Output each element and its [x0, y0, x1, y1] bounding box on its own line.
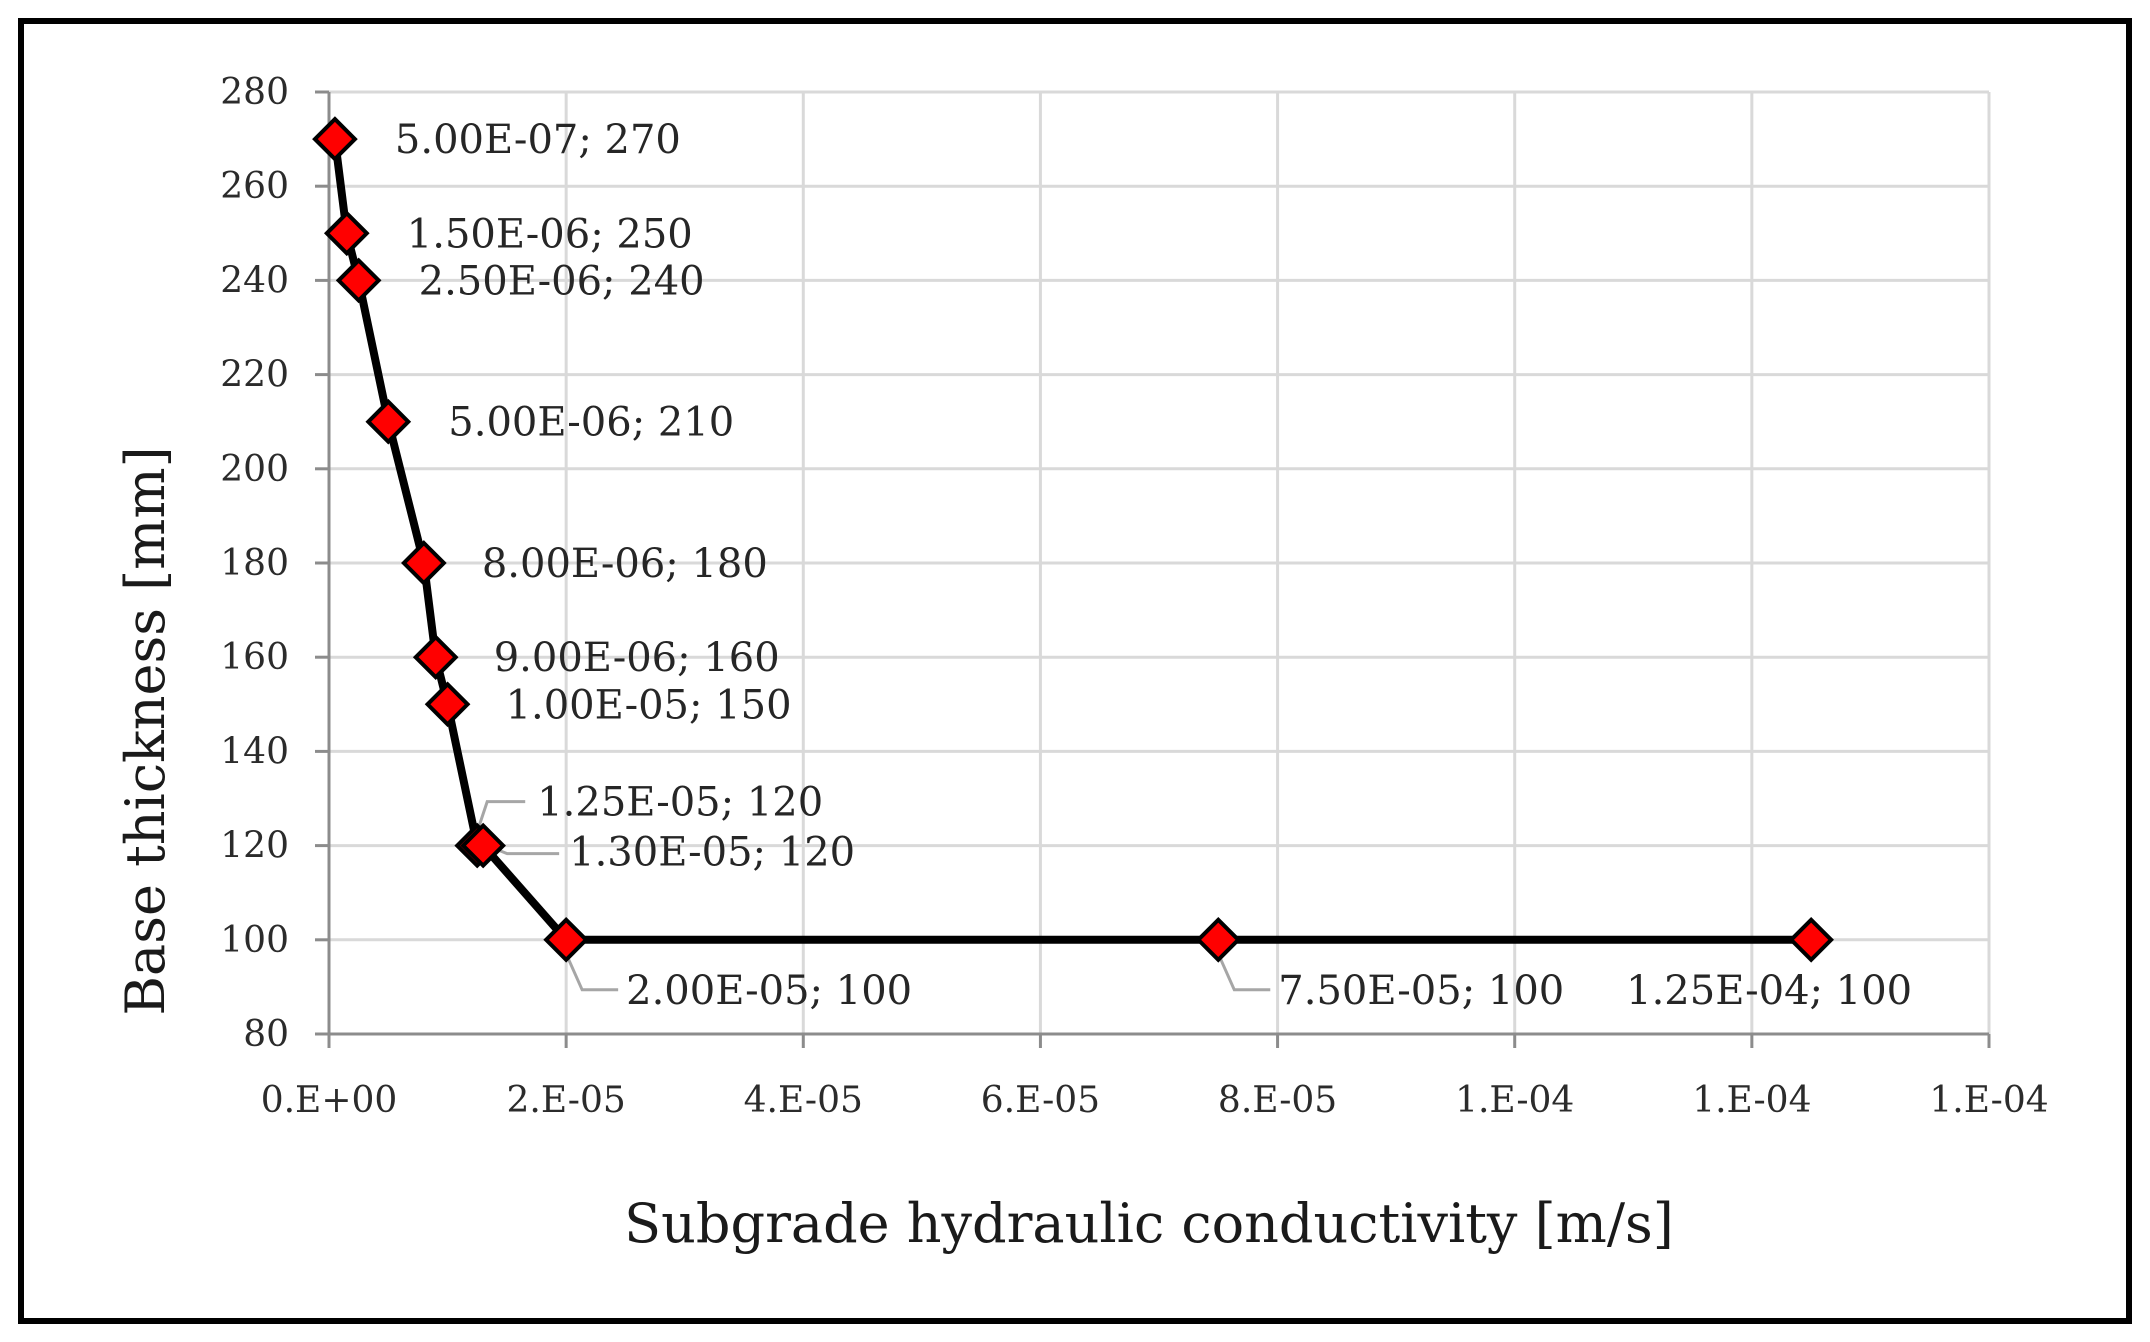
data-point-marker	[335, 257, 382, 304]
data-label: 1.25E-04; 100	[1626, 968, 1912, 1014]
x-tick-label: 6.E-05	[981, 1080, 1100, 1121]
data-label: 5.00E-06; 210	[448, 400, 734, 446]
x-tick-label: 4.E-05	[744, 1080, 863, 1121]
data-label: 1.25E-05; 120	[537, 780, 823, 826]
label-leader-line	[1216, 953, 1271, 992]
y-tick-label: 280	[220, 72, 289, 113]
x-tick-label: 1.E-04	[1692, 1080, 1811, 1121]
y-tick-label: 160	[220, 637, 289, 678]
x-tick-label: 1.E-04	[1929, 1080, 2048, 1121]
data-point-marker	[312, 116, 358, 162]
data-label: 2.00E-05; 100	[626, 968, 912, 1014]
axes	[315, 90, 1991, 1048]
data-point-marker	[365, 398, 412, 445]
data-label: 9.00E-06; 160	[494, 635, 780, 681]
data-label: 7.50E-05; 100	[1278, 968, 1564, 1014]
y-tick-label: 140	[220, 731, 289, 772]
y-tick-label: 120	[220, 826, 289, 867]
data-markers	[312, 116, 1834, 963]
data-point-marker	[424, 681, 471, 728]
data-point-marker	[401, 540, 447, 586]
y-axis-title: Base thickness [mm]	[114, 446, 177, 1015]
data-label: 5.00E-07; 270	[395, 117, 681, 163]
y-tick-label: 180	[220, 543, 289, 584]
figure-frame: 80 100 120 140 160 180 200 220 240 260 280 0.E+00 2…	[18, 18, 2132, 1324]
label-leader-line	[475, 800, 526, 833]
gridlines	[329, 90, 1991, 1034]
y-tick-labels: 80 100 120 140 160 180 200 220 240 260 280	[220, 72, 289, 1055]
data-point-marker	[323, 210, 370, 257]
data-label: 8.00E-06; 180	[482, 541, 768, 587]
y-tick-label: 200	[220, 449, 289, 490]
x-tick-label: 0.E+00	[261, 1080, 398, 1121]
line-chart: 80 100 120 140 160 180 200 220 240 260 280 0.E+00 2…	[114, 72, 2049, 1255]
x-axis-title: Subgrade hydraulic conductivity [m/s]	[624, 1192, 1674, 1255]
data-label: 1.50E-06; 250	[407, 211, 693, 257]
data-label: 2.50E-06; 240	[419, 258, 705, 304]
data-point-marker	[1788, 916, 1834, 963]
y-tick-label: 260	[220, 166, 289, 207]
label-leader-line	[496, 848, 560, 856]
data-point-marker	[543, 916, 589, 963]
y-tick-label: 80	[243, 1014, 289, 1055]
x-tick-label: 2.E-05	[507, 1080, 626, 1121]
x-tick-label: 8.E-05	[1218, 1080, 1337, 1121]
data-label: 1.00E-05; 150	[506, 682, 792, 728]
x-tick-label: 1.E-04	[1455, 1080, 1574, 1121]
y-tick-label: 220	[220, 355, 289, 396]
data-point-marker	[412, 634, 459, 681]
label-leader-line	[564, 953, 619, 992]
data-label: 1.30E-05; 120	[569, 830, 855, 876]
y-tick-label: 100	[220, 920, 289, 961]
x-tick-labels: 0.E+00 2.E-05 4.E-05 6.E-05 8.E-05 1.E-04 1.E-…	[261, 1080, 2049, 1121]
y-tick-label: 240	[220, 260, 289, 301]
data-point-marker	[460, 822, 506, 869]
data-point-marker	[1195, 916, 1242, 963]
